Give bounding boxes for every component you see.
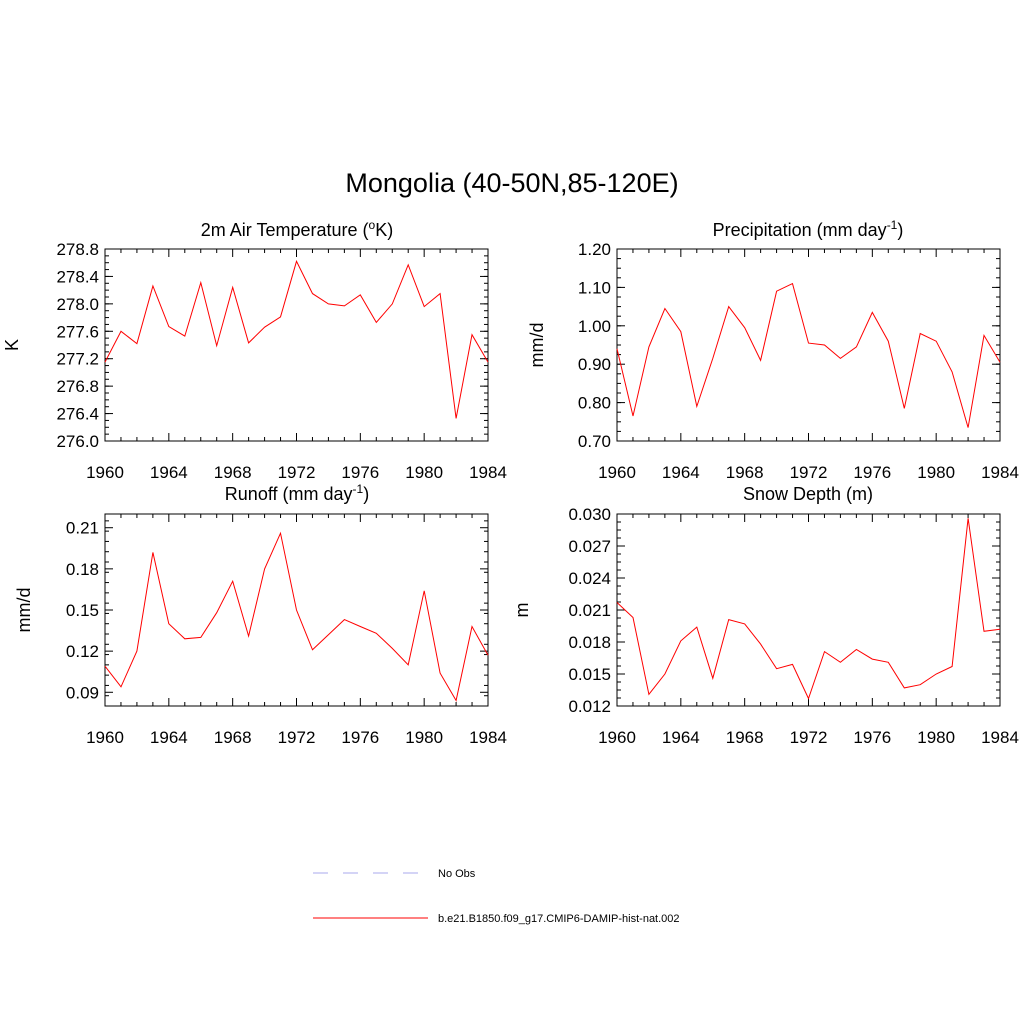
series-line [616, 518, 1001, 700]
x-tick-label: 1964 [150, 463, 188, 482]
y-tick-label: 1.20 [578, 240, 611, 259]
x-tick-label: 1976 [341, 728, 379, 747]
x-tick-label: 1980 [405, 463, 443, 482]
panel-title: 2m Air Temperature (oK) [201, 218, 393, 240]
plot-frame [616, 248, 1001, 442]
x-tick-label: 1960 [598, 463, 636, 482]
series-line [104, 259, 489, 419]
y-tick-label: 0.12 [66, 642, 99, 661]
y-tick-label: 0.012 [568, 697, 611, 716]
y-tick-label: 0.024 [568, 569, 611, 588]
x-tick-label: 1984 [981, 463, 1019, 482]
x-tick-label: 1976 [853, 463, 891, 482]
x-tick-label: 1980 [917, 463, 955, 482]
y-tick-label: 0.09 [66, 683, 99, 702]
x-tick-label: 1972 [790, 463, 828, 482]
y-tick-label: 277.6 [56, 322, 99, 341]
y-tick-label: 0.90 [578, 355, 611, 374]
y-tick-label: 278.4 [56, 267, 99, 286]
plot-frame [104, 248, 489, 442]
y-tick-label: 0.015 [568, 665, 611, 684]
y-axis-label: K [2, 339, 22, 351]
panel-4: Snow Depth (m) m 1960 1964 1968 1972 1976 1980 1… [512, 484, 1019, 747]
x-tick-label: 1972 [790, 728, 828, 747]
y-tick-label: 278.0 [56, 295, 99, 314]
panel-title: Snow Depth (m) [743, 484, 873, 504]
series-line [104, 531, 489, 702]
y-axis-label: mm/d [14, 588, 34, 633]
y-tick-label: 0.18 [66, 560, 99, 579]
panel-3: Runoff (mm day-1) mm/d 1960 1964 1968 1972 197… [14, 482, 507, 747]
x-tick-label: 1968 [214, 728, 252, 747]
x-tick-label: 1980 [405, 728, 443, 747]
panel-1: 2m Air Temperature (oK) K 1960 1964 1968 1972… [2, 218, 507, 482]
y-tick-label: 0.021 [568, 601, 611, 620]
x-tick-label: 1984 [981, 728, 1019, 747]
x-tick-label: 1960 [86, 728, 124, 747]
x-tick-label: 1968 [726, 728, 764, 747]
y-tick-label: 276.0 [56, 432, 99, 451]
x-tick-label: 1964 [150, 728, 188, 747]
y-tick-label: 276.4 [56, 405, 99, 424]
y-tick-label: 0.21 [66, 519, 99, 538]
y-tick-label: 1.10 [578, 278, 611, 297]
main-title: Mongolia (40-50N,85-120E) [345, 168, 679, 198]
y-axis-label: m [512, 603, 532, 618]
panel-title: Runoff (mm day-1) [225, 482, 369, 504]
y-tick-label: 0.027 [568, 537, 611, 556]
x-tick-label: 1984 [469, 463, 507, 482]
y-tick-label: 276.8 [56, 377, 99, 396]
panel-title: Precipitation (mm day-1) [713, 218, 904, 240]
y-tick-label: 0.15 [66, 601, 99, 620]
x-tick-label: 1964 [662, 728, 700, 747]
x-tick-label: 1968 [726, 463, 764, 482]
x-tick-label: 1960 [598, 728, 636, 747]
x-tick-label: 1972 [278, 463, 316, 482]
legend: No Obs b.e21.B1850.f09_g17.CMIP6-DAMIP-hi… [313, 868, 680, 925]
x-tick-label: 1976 [853, 728, 891, 747]
y-tick-label: 0.70 [578, 432, 611, 451]
x-tick-label: 1968 [214, 463, 252, 482]
y-tick-label: 1.00 [578, 317, 611, 336]
y-tick-label: 278.8 [56, 240, 99, 259]
x-tick-label: 1980 [917, 728, 955, 747]
panel-2: Precipitation (mm day-1) mm/d 1960 1964 1968… [527, 218, 1019, 482]
legend-label: No Obs [438, 868, 476, 880]
y-axis-label: mm/d [527, 323, 547, 368]
x-tick-label: 1984 [469, 728, 507, 747]
y-tick-label: 0.030 [568, 505, 611, 524]
plot-frame [616, 513, 1001, 707]
y-tick-label: 277.2 [56, 350, 99, 369]
x-tick-label: 1972 [278, 728, 316, 747]
legend-label: b.e21.B1850.f09_g17.CMIP6-DAMIP-hist-nat… [438, 913, 680, 925]
y-tick-label: 0.018 [568, 633, 611, 652]
series-line [616, 282, 1001, 428]
x-tick-label: 1976 [341, 463, 379, 482]
x-tick-label: 1964 [662, 463, 700, 482]
x-tick-label: 1960 [86, 463, 124, 482]
y-tick-label: 0.80 [578, 394, 611, 413]
